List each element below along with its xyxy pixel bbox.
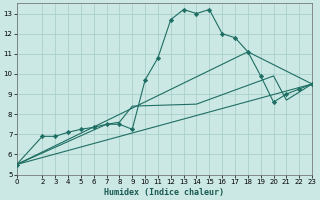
X-axis label: Humidex (Indice chaleur): Humidex (Indice chaleur) — [104, 188, 224, 197]
